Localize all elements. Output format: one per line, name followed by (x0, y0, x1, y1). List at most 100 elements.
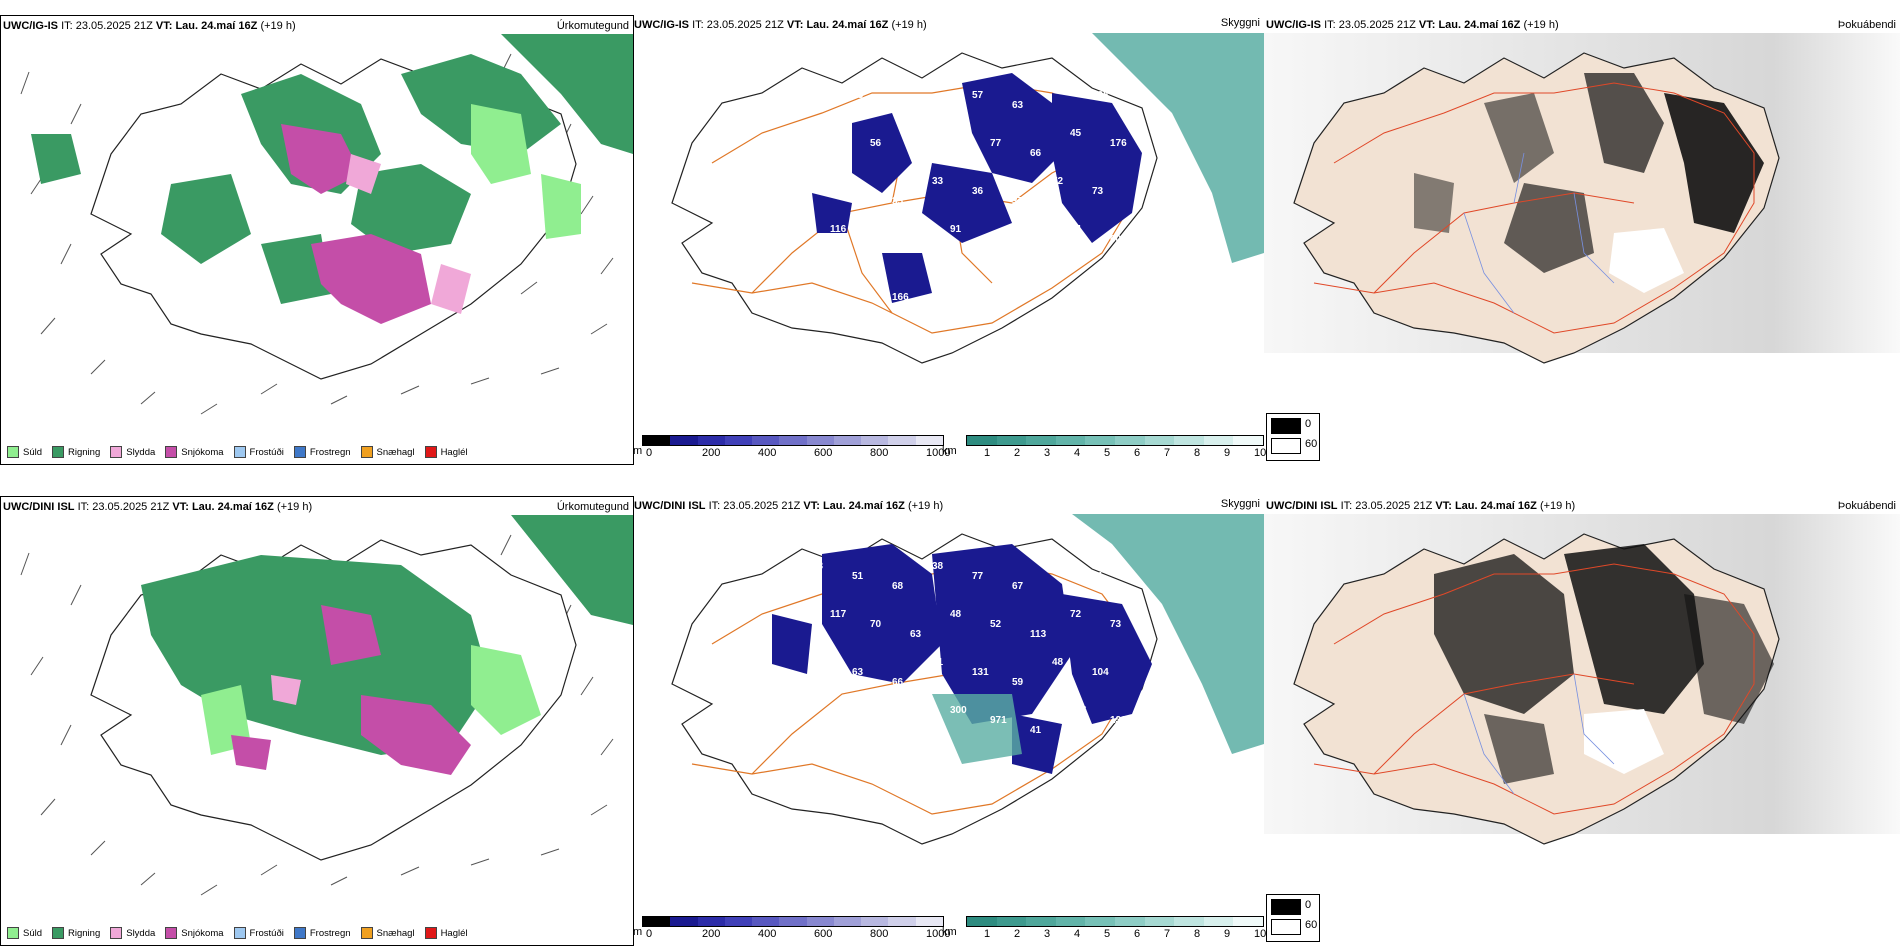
scale-step (1144, 917, 1175, 926)
fog-legend-value: 0 (1305, 418, 1312, 430)
cloud-base-label: 66 (1030, 148, 1042, 159)
legend-item-haglél: Haglél (424, 446, 468, 458)
row2-precip-panel: UWC/DINI ISL IT: 23.05.2025 21Z VT: Lau.… (0, 496, 634, 946)
cloud-base-label: 218 (870, 234, 887, 245)
row2-vis-scale: km 1 2 3 4 5 6 7 8 9 10 (942, 916, 1266, 946)
scale-step (833, 436, 862, 445)
legend-item-snæhagl: Snæhagl (360, 927, 415, 939)
cloud-base-label: 43 (812, 561, 824, 572)
cloud-base-label: 131 (972, 667, 989, 678)
cloud-base-label: 51 (852, 571, 864, 582)
legend-swatch (7, 446, 19, 458)
vis-sea-band (1072, 514, 1264, 754)
scale-step (967, 436, 997, 445)
cloud-base-label: 166 (892, 292, 909, 303)
scale-step (1085, 917, 1115, 926)
cloud-base-label: 77 (830, 128, 842, 139)
scale-tick-label: 6 (1134, 447, 1141, 459)
cloud-base-label: 117 (830, 609, 847, 620)
legend-label: Snjókoma (181, 927, 224, 939)
precip-areas (141, 515, 633, 775)
legend-item-slydda: Slydda (110, 927, 155, 939)
legend-label: Slydda (126, 446, 156, 458)
row2-model: UWC/DINI ISL (3, 501, 75, 513)
cloud-base-label: 41 (1092, 571, 1104, 582)
cloud-base-label: 89 (910, 244, 922, 255)
cloud-base-label: 62 (812, 753, 824, 764)
scale-tick-label: 9 (1224, 447, 1231, 459)
legend-swatch (233, 446, 246, 458)
scale-tick-label: 8 (1194, 928, 1201, 940)
scale-step (806, 436, 834, 445)
legend-item-frostúði: Frostúði (233, 446, 284, 458)
scale-step (1174, 917, 1204, 926)
cloud-base-label: 185 (830, 705, 847, 716)
cloud-base-label: 48 (1052, 657, 1064, 668)
legend-label: Frostregn (309, 446, 351, 458)
legend-swatch (360, 927, 373, 939)
scale-step (724, 917, 753, 926)
scale-tick-label: 200 (702, 928, 721, 940)
scale-step (1233, 436, 1263, 445)
scale-step (806, 917, 834, 926)
scale-step (697, 436, 725, 445)
scale-tick-label: 6 (1134, 928, 1141, 940)
scale-step (1026, 917, 1056, 926)
legend-swatch (233, 927, 246, 939)
legend-swatch (52, 927, 65, 939)
cloud-base-label: 69 (852, 186, 864, 197)
scale-step (1233, 917, 1263, 926)
cloud-base-label: 91 (950, 224, 962, 235)
cloud-base-label: 66 (932, 80, 944, 91)
scale-step (697, 917, 725, 926)
cloud-base-label: 63 (852, 90, 864, 101)
legend-label: Súld (23, 927, 43, 939)
cloud-base-label: 55 (910, 148, 922, 159)
cloud-base-label: 75 (892, 773, 904, 784)
legend-swatch (424, 927, 437, 939)
row1-fog-map (1264, 33, 1900, 364)
row1-vis-scale: km 1 2 3 4 5 6 7 8 9 10 (942, 435, 1267, 465)
row1-precip-map (20, 34, 633, 415)
row1-fog-title: Þokuábendi (1837, 19, 1896, 31)
cloud-base-label: 63 (910, 629, 922, 640)
row2-cloud-header: UWC/DINI ISL IT: 23.05.2025 21Z VT: Lau.… (634, 500, 944, 512)
legend-label: Rigning (68, 927, 101, 939)
cloud-base-label: 61 (1052, 80, 1064, 91)
row1-fog-legend: 0 60 (1266, 413, 1320, 461)
scale-step (1114, 436, 1145, 445)
legend-label: Slydda (126, 927, 156, 939)
fog-legend-value: 0 (1305, 899, 1312, 911)
row1-precip-header: UWC/IG-IS IT: 23.05.2025 21Z VT: Lau. 24… (3, 20, 296, 32)
cloud-scale-bar (642, 916, 944, 927)
row1-fog-panel: UWC/IG-IS IT: 23.05.2025 21Z VT: Lau. 24… (1264, 15, 1900, 463)
cloud-base-label: 63 (852, 667, 864, 678)
legend-item-haglél: Haglél (424, 927, 468, 939)
cloud-base-label: 69 (852, 763, 864, 774)
cloud-base-label: 258 (812, 176, 829, 187)
row2-precip-title: Úrkomutegund (556, 501, 629, 513)
legend-label: Frostregn (309, 927, 351, 939)
cloud-base-label: 73 (1110, 619, 1122, 630)
cloud-base-label: 57 (1052, 561, 1064, 572)
cloud-base-label: 56 (870, 138, 882, 149)
scale-step (1203, 436, 1234, 445)
cloud-base-label: 41 (1030, 725, 1042, 736)
legend-label: Snæhagl (376, 927, 415, 939)
cloud-base-label: 37 (1012, 196, 1024, 207)
scale-step (996, 917, 1027, 926)
legend-swatch (360, 446, 373, 458)
row2-vis-title: Skyggni (1220, 498, 1260, 510)
legend-label: Haglél (440, 927, 468, 939)
cloud-base-label: 45 (1070, 128, 1082, 139)
scale-step (1085, 436, 1115, 445)
scale-step (1055, 917, 1086, 926)
cloud-base-label: 50 (990, 234, 1002, 245)
row1-precip-legend: Súld Rigning Slydda Snjókoma Frostúði Frostre… (7, 446, 468, 458)
legend-item-slydda: Slydda (110, 446, 155, 458)
cloud-base-label: 42 (932, 272, 944, 283)
legend-swatch (165, 446, 178, 458)
scale-tick-label: 10 (1254, 447, 1267, 459)
legend-swatch (7, 927, 19, 939)
scale-tick-label: 600 (814, 928, 833, 940)
